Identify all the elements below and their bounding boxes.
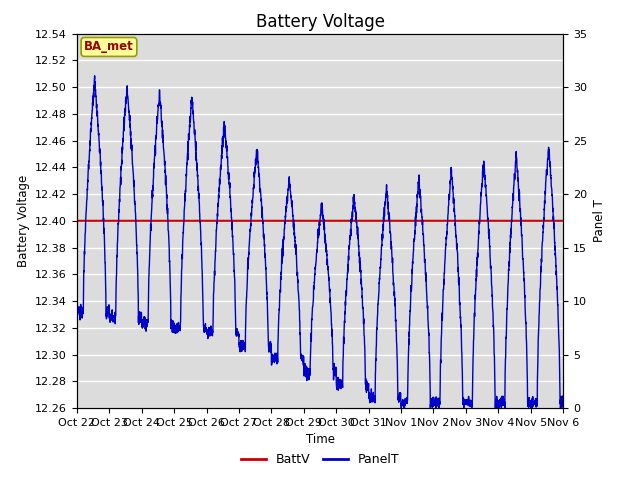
Legend: BattV, PanelT: BattV, PanelT — [236, 448, 404, 471]
X-axis label: Time: Time — [305, 433, 335, 446]
Text: BA_met: BA_met — [84, 40, 134, 53]
Title: Battery Voltage: Battery Voltage — [255, 12, 385, 31]
Y-axis label: Panel T: Panel T — [593, 199, 605, 242]
Y-axis label: Battery Voltage: Battery Voltage — [17, 175, 29, 267]
